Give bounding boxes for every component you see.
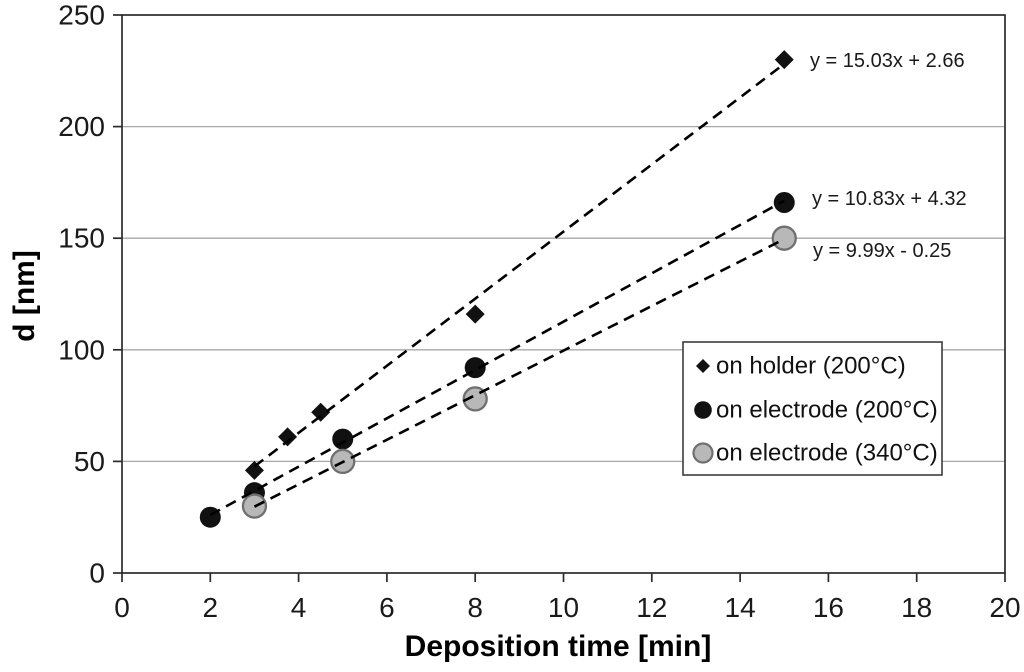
y-tick-label-100: 100 <box>58 334 105 365</box>
x-tick-label-8: 8 <box>467 592 483 623</box>
series-0-point-4 <box>774 50 794 70</box>
trendline-series-1 <box>209 199 785 517</box>
x-tick-label-0: 0 <box>114 592 130 623</box>
y-tick-label-250: 250 <box>58 0 105 31</box>
legend-marker-0 <box>696 359 710 373</box>
trendline-series-0 <box>253 62 786 468</box>
x-tick-label-2: 2 <box>203 592 219 623</box>
series-0-point-1 <box>278 427 298 447</box>
series-0-point-0 <box>244 460 264 480</box>
x-tick-label-20: 20 <box>989 592 1020 623</box>
trendline-series-2 <box>253 237 785 508</box>
x-tick-label-14: 14 <box>725 592 756 623</box>
data-points <box>199 50 797 528</box>
legend-marker-1 <box>694 401 712 419</box>
legend-marker-2 <box>692 442 714 464</box>
legend-box <box>682 341 943 476</box>
x-tick-label-12: 12 <box>636 592 667 623</box>
x-axis-title: Deposition time [min] <box>405 630 712 663</box>
x-tick-label-6: 6 <box>379 592 395 623</box>
x-tick-label-4: 4 <box>291 592 307 623</box>
x-tick-label-10: 10 <box>548 592 579 623</box>
x-tick-label-16: 16 <box>813 592 844 623</box>
axis-ticks: 0 50 100 150 200 250 0 2 4 6 8 10 12 14 16 18 20 <box>58 0 1020 623</box>
series-2-point-3 <box>771 225 797 251</box>
series-0-point-2 <box>311 402 331 422</box>
equation-label-series-1: y = 10.83x + 4.32 <box>812 188 967 210</box>
trendlines <box>209 62 786 517</box>
legend-label-0: on holder (200°C) <box>716 353 906 380</box>
series-1-point-4 <box>773 191 795 213</box>
equation-label-series-0: y = 15.03x + 2.66 <box>810 50 965 72</box>
y-tick-label-0: 0 <box>89 558 105 589</box>
y-tick-label-150: 150 <box>58 223 105 254</box>
legend-label-1: on electrode (200°C) <box>716 397 938 424</box>
equation-labels: y = 15.03x + 2.66 y = 10.83x + 4.32 y = 9.… <box>810 50 967 262</box>
x-tick-label-18: 18 <box>901 592 932 623</box>
equation-label-series-2: y = 9.99x - 0.25 <box>813 240 951 262</box>
y-tick-label-200: 200 <box>58 111 105 142</box>
y-axis-title: d [nm] <box>8 250 41 342</box>
y-tick-label-50: 50 <box>74 446 105 477</box>
series-0-point-3 <box>465 304 485 324</box>
series-1-point-2 <box>332 428 354 450</box>
legend-label-2: on electrode (340°C) <box>716 440 938 467</box>
legend: on holder (200°C) on electrode (200°C) on … <box>682 341 943 476</box>
